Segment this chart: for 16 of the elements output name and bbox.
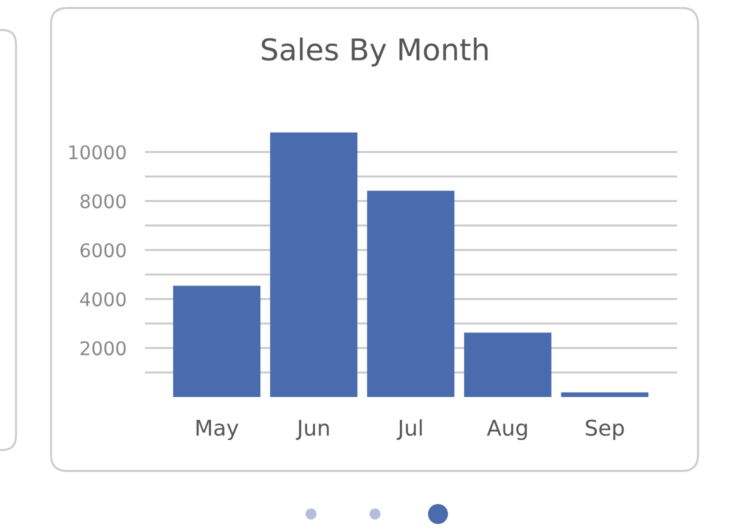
x-tick-label: May [196, 420, 238, 440]
y-tick-label: 4000 [80, 292, 126, 306]
x-tick-label: Jun [296, 420, 329, 440]
x-tick-label: Aug [486, 420, 527, 440]
chart-title: Sales By Month [262, 38, 488, 66]
y-tick-label: 2000 [80, 341, 126, 356]
x-tick-label: Sep [586, 420, 624, 440]
bar [367, 190, 454, 397]
bar [270, 132, 358, 397]
y-tick-label: 8000 [80, 194, 126, 208]
bar [173, 286, 260, 397]
bar [561, 392, 648, 397]
y-tick-label: 10000 [69, 145, 126, 160]
bar [464, 332, 552, 397]
x-tick-label: Jul [396, 419, 422, 440]
y-tick-label: 6000 [80, 243, 126, 258]
